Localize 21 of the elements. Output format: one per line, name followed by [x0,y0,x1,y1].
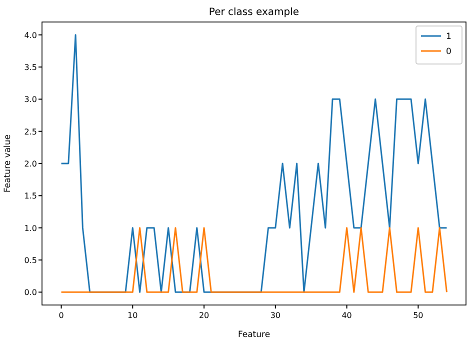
x-tick-label: 0 [58,311,64,320]
legend-label: 1 [446,32,452,42]
y-tick-label: 0.5 [24,256,37,265]
y-tick-label: 1.0 [24,224,37,233]
y-tick-label: 1.5 [24,192,37,201]
x-tick-label: 50 [413,311,424,320]
x-tick-label: 30 [270,311,281,320]
x-tick-label: 40 [342,311,352,320]
y-tick-label: 4.0 [24,30,37,40]
y-tick-label: 2.5 [24,127,37,136]
x-axis-title: Feature [238,330,270,340]
x-tick-label: 20 [198,311,210,320]
y-tick-label: 3.0 [24,95,37,104]
x-tick-label: 10 [128,311,138,320]
chart-title: Per class example [208,7,300,18]
legend-label: 0 [446,47,452,57]
y-tick-label: 2.0 [24,160,37,168]
y-axis-title: Feature value [3,134,13,193]
line-series [60,34,448,293]
y-tick-label: 0.0 [24,288,37,298]
y-tick-label: 3.5 [24,63,37,72]
